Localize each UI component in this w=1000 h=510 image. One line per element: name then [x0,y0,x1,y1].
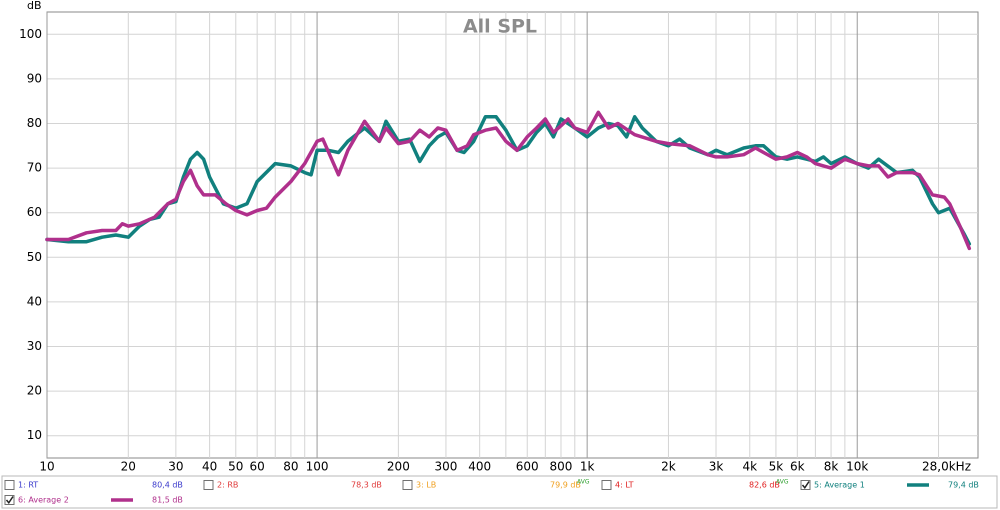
x-tick-label: 10 [39,460,54,474]
checkbox[interactable] [601,480,612,490]
y-tick-label: 40 [27,294,42,308]
x-tick-label: 5k [769,460,784,474]
checkmark [5,496,14,505]
x-tick-label: 50 [228,460,243,474]
y-tick-label: 70 [27,161,42,175]
x-tick-label: 300 [434,460,457,474]
checkbox[interactable] [4,495,15,505]
checkbox[interactable] [800,480,811,490]
series-line [45,110,972,251]
legend-level: 78,3 dB [351,481,382,490]
legend-label: 4: LT [615,481,634,490]
x-tick-label: 400 [468,460,491,474]
x-tick-label: 3k [709,460,724,474]
legend-item: 1: RT 80,4 dB [4,480,183,490]
y-tick-label: 20 [27,384,42,398]
traces [45,110,972,251]
checkmark [801,481,810,490]
legend-level: 79,4 dB [948,481,979,490]
y-axis-label: dB [27,0,42,12]
checkbox[interactable] [4,480,15,490]
y-tick-label: 10 [27,428,42,442]
y-tick-label: 30 [27,339,42,353]
legend-label: 2: RB [217,481,238,490]
labels: All SPL dB 10 20 30 40 50 60 70 80 90 100 10 20 30 40… [19,0,971,474]
checkbox[interactable] [203,480,214,490]
plot-area [46,11,979,459]
legend-panel [1,475,998,509]
legend-level: 80,4 dB [152,481,183,490]
x-tick-label: 2k [661,460,676,474]
y-tick-label: 90 [27,71,42,85]
avg-tag: AVG [776,479,789,486]
x-tick-label: 8k [824,460,839,474]
checkbox[interactable] [402,480,413,490]
y-tick-label: 80 [27,116,42,130]
x-tick-label: 20 [121,460,136,474]
legend-item: 5: Average 1 79,4 dB [800,480,979,490]
x-tick-label: 600 [516,460,539,474]
x-tick-label: 800 [550,460,573,474]
avg-tag: AVG [577,479,590,486]
y-tick-label: 50 [27,250,42,264]
y-tick-label: 100 [19,27,42,41]
legend-item: 2: RB 78,3 dB [203,480,382,490]
y-tick-label: 60 [27,205,42,219]
x-tick-label: 200 [387,460,410,474]
x-tick-label: 80 [283,460,298,474]
x-tick-label: 6k [790,460,805,474]
x-tick-label: 40 [202,460,217,474]
x-tick-label: 100 [306,460,329,474]
x-tick-label: 28,0kHz [922,460,971,474]
legend-item: 6: Average 2 81,5 dB [4,495,183,505]
chart-title: All SPL [463,16,537,38]
x-tick-label: 60 [250,460,265,474]
legend-level: 82,6 dB [749,481,780,490]
legend-label: 1: RT [18,481,38,490]
x-tick-label: 4k [742,460,757,474]
legend-level: 81,5 dB [152,496,183,505]
legend-level: 79,9 dB [550,481,581,490]
legend-label: 6: Average 2 [18,496,69,505]
legend-label: 3: LB [416,481,436,490]
x-tick-label: 1k [580,460,595,474]
x-tick-label: 30 [168,460,183,474]
x-tick-label: 10k [846,460,868,474]
grid [46,12,978,458]
legend-label: 5: Average 1 [814,481,865,490]
